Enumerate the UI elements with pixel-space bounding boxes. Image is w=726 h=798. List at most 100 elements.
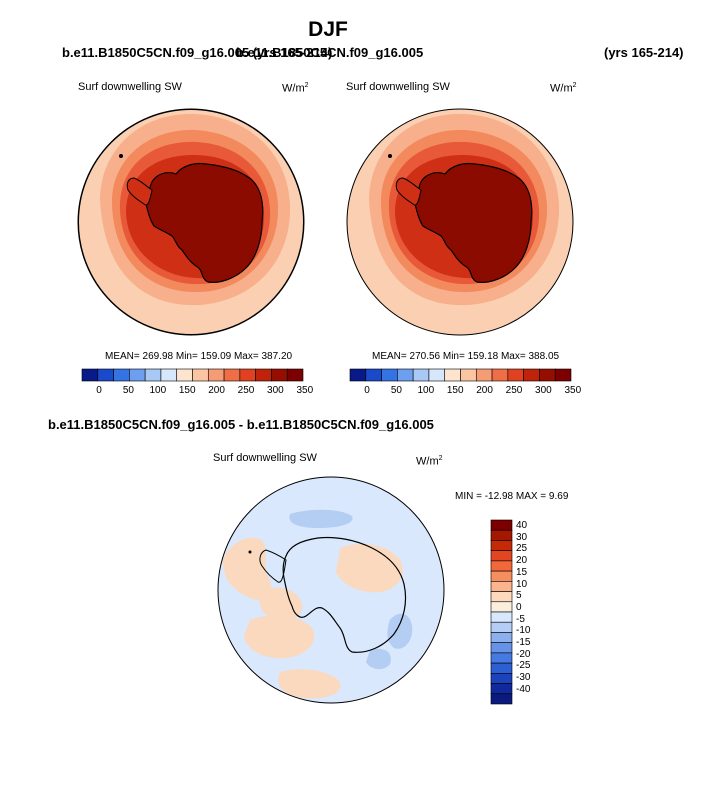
- left-colorbar: [81, 368, 304, 382]
- right-colorbar-tick-label: 0: [364, 385, 370, 396]
- right-colorbar-swatch: [507, 368, 524, 382]
- right-colorbar-tick-label: 150: [446, 385, 464, 396]
- right-colorbar-swatch: [539, 368, 556, 382]
- left-colorbar-swatch: [144, 368, 162, 382]
- right-peninsula: [395, 177, 422, 206]
- left-colorbar-swatch: [97, 368, 114, 382]
- diff-colorbar-swatch: [490, 652, 513, 664]
- left-colorbar-tick-label: 250: [237, 385, 255, 396]
- right-colorbar-swatch: [444, 368, 461, 382]
- left-colorbar-tick-label: 50: [122, 385, 134, 396]
- diff-colorbar-swatch: [490, 693, 513, 705]
- diff-continent-outline: [282, 536, 407, 653]
- diff-pos-patch-3: [336, 544, 403, 593]
- diff-colorbar: [490, 519, 513, 705]
- diff-colorbar-swatch: [490, 540, 513, 551]
- diff-colorbar-tick-label: 25: [516, 543, 528, 555]
- right-colorbar-swatch: [365, 368, 382, 382]
- diff-pos-patch-5: [278, 669, 341, 699]
- diff-neg-patch-2: [387, 613, 413, 649]
- left-colorbar-tick-label: 300: [267, 385, 284, 396]
- diff-colorbar-swatch: [490, 632, 513, 643]
- diff-colorbar-swatch: [490, 673, 513, 684]
- diff-colorbar-swatch: [490, 611, 513, 623]
- left-field-title: Surf downwelling SW: [78, 81, 182, 93]
- left-colorbar-swatch: [239, 368, 256, 382]
- right-field-title: Surf downwelling SW: [346, 81, 450, 93]
- diff-colorbar-tick-label: 40: [516, 520, 528, 531]
- diff-colorbar-swatch: [490, 683, 513, 695]
- left-colorbar-swatch: [223, 368, 241, 382]
- diff-colorbar-tick-label: -5: [516, 613, 525, 625]
- diff-stats: MIN = -12.98 MAX = 9.69: [455, 491, 569, 502]
- diff-pos-patch-4: [259, 587, 303, 621]
- left-continent: [145, 162, 264, 283]
- diff-colorbar-tick-label: -15: [516, 637, 531, 648]
- left-map-border: [77, 108, 305, 336]
- diff-field-title: Surf downwelling SW: [213, 452, 317, 464]
- right-colorbar-tick-label: 100: [417, 385, 435, 396]
- diff-colorbar-swatch: [490, 570, 513, 582]
- left-colorbar-tick-label: 0: [96, 385, 102, 396]
- left-colorbar-swatch: [207, 368, 225, 382]
- diff-colorbar-swatch: [490, 662, 513, 674]
- diff-colorbar-tick-label: -30: [516, 672, 531, 684]
- right-colorbar-tick-label: 300: [535, 385, 552, 396]
- diff-colorbar-tick-label: 10: [516, 578, 528, 590]
- page-title: DJF: [308, 18, 348, 41]
- diff-colorbar-tick-label: 20: [516, 555, 528, 567]
- diff-colorbar-swatch: [490, 621, 513, 633]
- left-colorbar-swatch: [255, 368, 272, 382]
- right-stats: MEAN= 270.56 Min= 159.18 Max= 388.05: [372, 351, 560, 362]
- diff-colorbar-tick-label: 15: [516, 566, 528, 578]
- right-colorbar-swatch: [428, 368, 446, 382]
- case-title-left: b.e11.B1850C5CN.f09_g16.005 (yrs 165-214…: [62, 45, 333, 60]
- left-colorbar-swatch: [192, 368, 209, 382]
- diff-pos-patch-2: [244, 615, 315, 659]
- diff-peninsula-outline: [259, 549, 287, 583]
- diff-colorbar-tick-label: 30: [516, 531, 528, 543]
- diff-colorbar-swatch: [490, 529, 513, 541]
- right-colorbar-tick-label: 350: [564, 385, 582, 396]
- diff-colorbar-tick-label: -40: [516, 683, 531, 695]
- left-colorbar-swatch: [129, 368, 146, 382]
- right-colorbar-swatch: [397, 368, 414, 382]
- diff-colorbar-swatch: [490, 581, 513, 592]
- diff-colorbar-tick-label: -20: [516, 648, 531, 660]
- left-colorbar-swatch: [286, 368, 304, 382]
- diff-units: W/m2: [416, 455, 443, 468]
- right-colorbar-tick-label: 200: [476, 385, 493, 396]
- diff-case-title: b.e11.B1850C5CN.f09_g16.005 - b.e11.B185…: [48, 417, 434, 432]
- right-colorbar-swatch: [523, 368, 540, 382]
- diff-polar-map: [218, 477, 444, 703]
- diff-colorbar-tick-label: -10: [516, 625, 531, 637]
- left-peninsula: [126, 177, 153, 206]
- right-colorbar-swatch: [554, 368, 572, 382]
- left-units: W/m2: [282, 82, 309, 95]
- diff-colorbar-tick-label: 5: [516, 590, 522, 602]
- right-colorbar-swatch: [349, 368, 367, 382]
- right-colorbar-swatch: [460, 368, 477, 382]
- right-colorbar-swatch: [475, 368, 493, 382]
- diff-colorbar-swatch: [490, 560, 513, 572]
- case-title-right: b.e11.B1850C5CN.f09_g16.005: [236, 45, 424, 60]
- left-island: [119, 154, 123, 158]
- diff-neg-patch-3: [366, 648, 391, 670]
- left-colorbar-swatch: [176, 368, 193, 382]
- diff-island: [248, 550, 252, 554]
- right-map-border: [346, 108, 574, 336]
- diff-neg-patch-1: [289, 509, 353, 528]
- diff-colorbar-swatch: [490, 519, 513, 531]
- left-colorbar-swatch: [271, 368, 288, 382]
- diff-map-border: [217, 476, 445, 704]
- left-polar-map: [78, 109, 304, 335]
- left-colorbar-swatch: [160, 368, 178, 382]
- left-stats: MEAN= 269.98 Min= 159.09 Max= 387.20: [105, 351, 293, 362]
- diff-colorbar-swatch: [490, 601, 513, 613]
- left-colorbar-tick-label: 200: [208, 385, 225, 396]
- right-colorbar-swatch: [491, 368, 509, 382]
- right-colorbar: [349, 368, 572, 382]
- right-colorbar-tick-label: 50: [390, 385, 402, 396]
- case-years-right: (yrs 165-214): [604, 45, 684, 60]
